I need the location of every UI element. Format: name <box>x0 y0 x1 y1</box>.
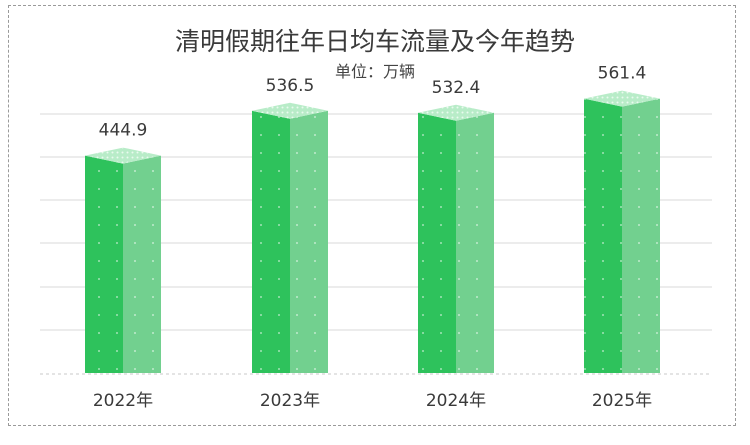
bar-top-texture <box>252 102 328 119</box>
bar-2025年 <box>584 90 660 373</box>
chart-subtitle: 单位：万辆 <box>334 62 415 81</box>
bar-front-texture <box>252 110 290 374</box>
bar-front-texture <box>584 98 622 373</box>
bar-top-texture <box>418 104 494 121</box>
bar-2024年 <box>418 104 494 373</box>
bar-2022年 <box>85 147 161 373</box>
category-label: 2022年 <box>93 391 153 411</box>
value-label: 532.4 <box>432 78 481 98</box>
category-label: 2023年 <box>260 391 320 411</box>
value-label: 444.9 <box>99 121 148 141</box>
category-label: 2025年 <box>592 391 652 411</box>
bar-side-texture <box>123 155 161 373</box>
chart-frame <box>8 5 736 426</box>
bar-top-texture <box>85 147 161 164</box>
chart-title: 清明假期往年日均车流量及今年趋势 <box>174 27 575 56</box>
bar-side-texture <box>290 110 328 374</box>
value-label: 536.5 <box>266 76 315 96</box>
bar-front-texture <box>418 112 456 373</box>
bar-2023年 <box>252 102 328 374</box>
value-label: 561.4 <box>598 64 647 84</box>
category-label: 2024年 <box>426 391 486 411</box>
bar-front-texture <box>85 155 123 373</box>
bar-top-texture <box>584 90 660 107</box>
bar-side-texture <box>456 112 494 373</box>
bar-side-texture <box>622 98 660 373</box>
